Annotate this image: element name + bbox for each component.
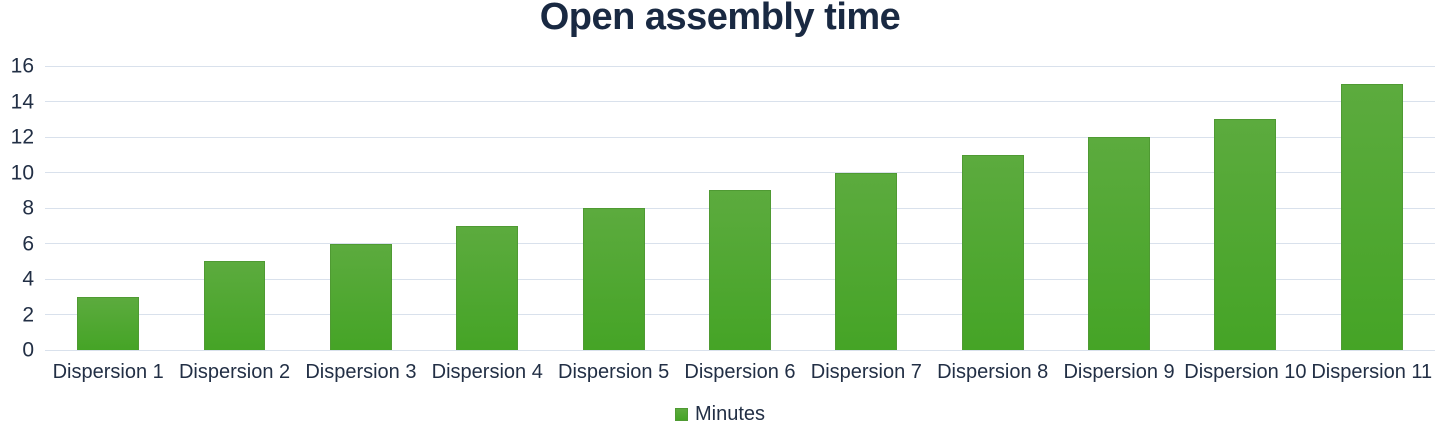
legend: Minutes [0, 404, 1440, 424]
bar-dispersion-5 [582, 208, 645, 350]
bar-slot [1182, 66, 1308, 350]
y-axis: 16 14 12 10 8 6 4 2 0 [0, 56, 34, 361]
bar-slot [171, 66, 297, 350]
x-axis-category-label: Dispersion 4 [431, 361, 543, 383]
bar-slot [677, 66, 803, 350]
chart-title: Open assembly time [539, 0, 901, 38]
y-axis-tick-label: 0 [22, 338, 34, 362]
x-axis: Dispersion 1 Dispersion 2 Dispersion 3 Disp… [45, 361, 1435, 384]
bar-dispersion-7 [835, 172, 898, 350]
bar-dispersion-9 [1088, 137, 1150, 350]
x-axis-category-label: Dispersion 2 [178, 361, 291, 383]
y-axis-tick-label: 16 [10, 54, 34, 78]
bar-dispersion-3 [329, 243, 392, 350]
bar-slot [1056, 66, 1182, 350]
gridline-y-0 [45, 349, 1435, 351]
bar-slot [424, 66, 550, 350]
x-axis-category-label: Dispersion 1 [52, 361, 164, 383]
x-axis-category-label: Dispersion 9 [1063, 361, 1175, 383]
y-axis-tick-label: 4 [22, 267, 34, 291]
x-axis-category-label: Dispersion 11 [1311, 361, 1433, 383]
y-axis-tick-label: 12 [10, 125, 34, 149]
y-axis-tick-label: 8 [22, 196, 34, 220]
gridline-y-14 [45, 101, 1435, 102]
bar-dispersion-1 [77, 296, 140, 350]
x-axis-category-label: Dispersion 6 [684, 361, 796, 383]
gridline-y-16 [45, 65, 1435, 67]
gridline-y-10 [45, 172, 1435, 173]
y-axis-tick-label: 2 [22, 303, 34, 326]
gridline-y-12 [45, 136, 1435, 138]
y-axis-tick-label: 10 [10, 161, 34, 184]
bars [45, 66, 1435, 350]
bar-dispersion-10 [1214, 119, 1277, 350]
x-axis-category-label: Dispersion 10 [1184, 361, 1307, 383]
x-axis-category-label: Dispersion 3 [305, 361, 417, 383]
x-axis-category-label: Dispersion 7 [810, 361, 922, 383]
bar-slot [550, 66, 676, 350]
bar-slot [930, 66, 1056, 350]
y-axis-tick-label: 6 [22, 232, 34, 255]
bar-dispersion-8 [961, 154, 1024, 350]
bar-dispersion-4 [456, 225, 519, 350]
bar-slot [1309, 66, 1435, 350]
legend-swatch-minutes [674, 407, 688, 421]
y-axis-tick-label: 14 [10, 90, 34, 113]
bar-slot [803, 66, 929, 350]
bar-slot [45, 66, 171, 350]
bar-dispersion-11 [1340, 83, 1403, 350]
legend-label: Minutes [694, 403, 766, 425]
bar-dispersion-2 [203, 261, 266, 350]
x-axis-category-label: Dispersion 8 [937, 361, 1049, 383]
x-axis-category-label: Dispersion 5 [558, 361, 670, 383]
plot-area [45, 65, 1435, 351]
bar-slot [298, 66, 424, 350]
bar-dispersion-6 [709, 190, 771, 350]
